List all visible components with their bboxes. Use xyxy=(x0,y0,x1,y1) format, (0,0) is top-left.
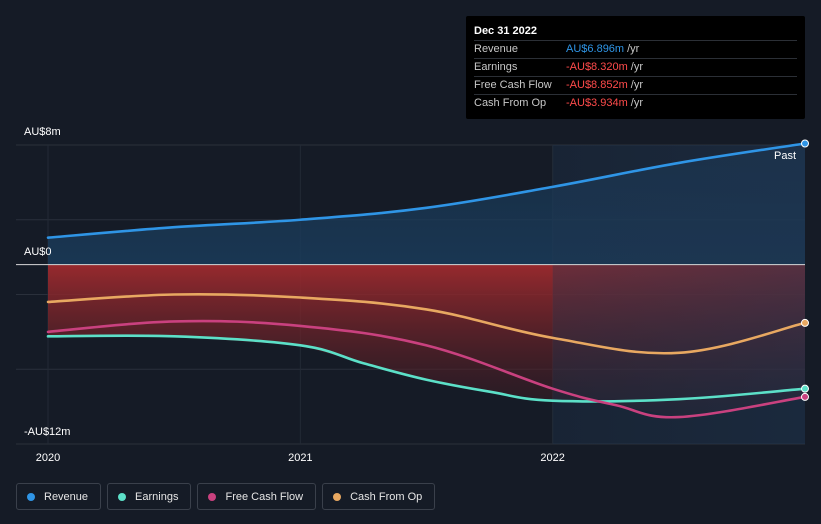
tooltip-label: Cash From Op xyxy=(474,97,547,109)
tooltip-row-cash-from-op: Cash From Op -AU$3.934m /yr xyxy=(474,94,797,112)
x-tick-label: 2022 xyxy=(540,452,564,464)
tooltip-value: -AU$3.934m xyxy=(566,97,628,109)
tooltip-date: Dec 31 2022 xyxy=(474,25,537,37)
y-axis-zero-label: AU$0 xyxy=(24,246,52,258)
y-axis-bottom-label: -AU$12m xyxy=(24,426,71,438)
tooltip-value: AU$6.896m xyxy=(566,43,625,55)
tooltip-unit: /yr xyxy=(630,97,643,109)
cash-from-op-dot-icon xyxy=(333,492,342,501)
legend-item-cash-from-op[interactable]: Cash From Op xyxy=(322,483,436,510)
tooltip-value: -AU$8.320m xyxy=(566,61,628,73)
y-axis-top-label: AU$8m xyxy=(24,126,61,138)
free-cash-flow-dot-icon xyxy=(208,492,217,501)
series-end-marker-cash-from-op xyxy=(801,318,809,327)
series-line-free-cash-flow xyxy=(46,319,807,419)
x-tick-label: 2020 xyxy=(36,452,60,464)
tooltip-label: Free Cash Flow xyxy=(474,79,552,91)
tooltip-label: Earnings xyxy=(474,61,518,73)
revenue-dot-icon xyxy=(27,492,35,501)
legend-label: Cash From Op xyxy=(350,490,423,503)
legend-label: Revenue xyxy=(44,490,89,503)
series-line-revenue xyxy=(46,142,807,239)
tooltip-unit: /yr xyxy=(627,43,640,55)
legend-item-earnings[interactable]: Earnings xyxy=(107,483,192,510)
tooltip-row-free-cash-flow: Free Cash Flow -AU$8.852m /yr xyxy=(474,76,797,94)
earnings-dot-icon xyxy=(118,492,127,501)
tooltip-value: -AU$8.852m xyxy=(566,79,628,91)
series-line-cash-from-op xyxy=(46,292,807,355)
legend-item-free-cash-flow[interactable]: Free Cash Flow xyxy=(197,483,317,510)
tooltip-row-revenue: Revenue AU$6.896m /yr xyxy=(474,40,797,58)
legend-label: Free Cash Flow xyxy=(225,490,304,503)
series-end-marker-earnings xyxy=(801,384,809,393)
series-end-marker-revenue xyxy=(801,139,809,148)
past-label: Past xyxy=(774,150,797,162)
series-end-marker-free-cash-flow xyxy=(801,392,809,401)
tooltip-unit: /yr xyxy=(630,61,643,73)
series-line-earnings xyxy=(46,334,807,403)
past-shading xyxy=(552,145,805,444)
legend: Revenue Earnings Free Cash Flow Cash Fro… xyxy=(16,483,436,510)
legend-item-revenue[interactable]: Revenue xyxy=(16,483,102,510)
tooltip-row-earnings: Earnings -AU$8.320m /yr xyxy=(474,58,797,76)
legend-label: Earnings xyxy=(135,490,179,503)
tooltip-panel: Dec 31 2022 Revenue AU$6.896m /yr Earnin… xyxy=(466,16,805,119)
x-tick-label: 2021 xyxy=(288,452,312,464)
tooltip-unit: /yr xyxy=(630,79,643,91)
tooltip-label: Revenue xyxy=(474,43,519,55)
